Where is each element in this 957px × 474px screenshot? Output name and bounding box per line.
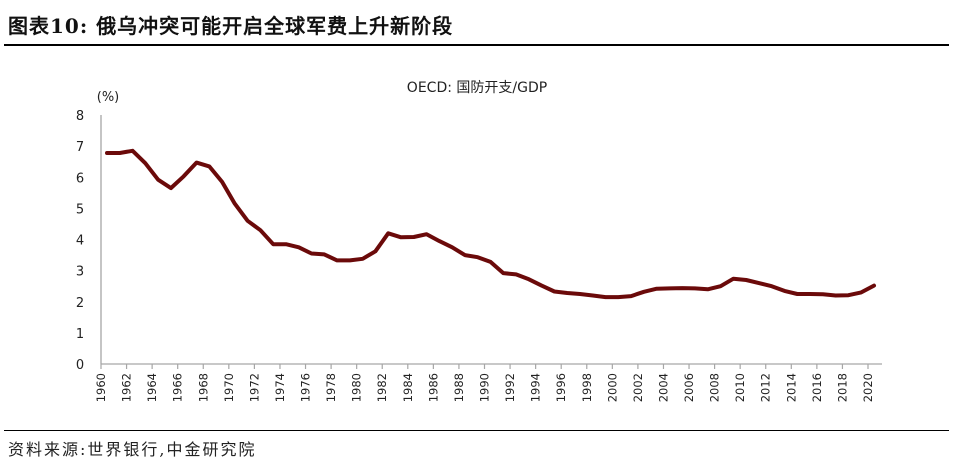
- x-tick-label: 2014: [784, 373, 798, 402]
- x-tick-label: 1976: [299, 373, 313, 402]
- y-tick-label: 7: [76, 140, 84, 155]
- y-tick-label: 8: [76, 109, 84, 124]
- x-tick-label: 1962: [120, 373, 134, 402]
- y-tick-label: 2: [76, 296, 84, 311]
- x-tick-label: 1990: [478, 373, 492, 402]
- x-tick-label: 1968: [196, 373, 210, 402]
- x-tick-label: 1972: [247, 373, 261, 402]
- x-tick-label: 1992: [503, 373, 517, 402]
- x-tick-label: 2008: [708, 373, 722, 402]
- y-axis: 0 1 2 3 4 5 6 7 8: [76, 109, 102, 373]
- series-line-oecd-defense-spending: [105, 148, 876, 300]
- x-tick-label: 2018: [835, 373, 849, 402]
- x-tick-label: 2004: [656, 373, 670, 402]
- figure-title-prefix: 图表10:: [8, 14, 89, 38]
- x-tick-label: 1964: [145, 373, 159, 402]
- source-divider: [4, 430, 949, 431]
- y-tick-label: 3: [76, 265, 84, 280]
- x-tick-label: 1998: [580, 373, 594, 402]
- x-tick-label: 2012: [759, 373, 773, 402]
- x-tick-label: 1974: [273, 373, 287, 402]
- x-tick-label: 1980: [350, 373, 364, 402]
- y-tick-label: 5: [76, 202, 84, 217]
- y-tick-label: 4: [76, 234, 84, 249]
- chart-title: OECD: 国防开支/GDP: [407, 80, 547, 96]
- figure-title: 图表10: 俄乌冲突可能开启全球军费上升新阶段: [8, 10, 453, 39]
- x-tick-label: 1988: [452, 373, 466, 402]
- title-divider: [4, 44, 949, 46]
- figure-title-text: 俄乌冲突可能开启全球军费上升新阶段: [96, 14, 454, 38]
- x-tick-label: 1994: [529, 373, 543, 402]
- x-tick-label: 1996: [554, 373, 568, 402]
- x-tick-label: 1970: [222, 373, 236, 402]
- x-tick-label: 2006: [682, 373, 696, 402]
- x-tick-label: 1966: [171, 373, 185, 402]
- x-tick-label: 1982: [375, 373, 389, 402]
- y-tick-label: 0: [76, 358, 84, 373]
- x-tick-label: 1986: [426, 373, 440, 402]
- x-tick-label: 1984: [401, 373, 415, 402]
- x-tick-label: 2010: [733, 373, 747, 402]
- x-axis: 1960 1962 1964 1966 1968 1970 1972 1974 1976 1978…: [94, 363, 882, 402]
- x-tick-label: 2016: [810, 373, 824, 402]
- x-tick-label: 1978: [324, 373, 338, 402]
- y-tick-label: 6: [76, 171, 84, 186]
- x-tick-label: 2000: [605, 373, 619, 402]
- y-tick-label: 1: [76, 327, 84, 342]
- x-tick-label: 2020: [861, 373, 875, 402]
- x-tick-label: 1960: [94, 373, 108, 402]
- series-group: [105, 148, 876, 300]
- source-note: 资料来源:世界银行,中金研究院: [8, 440, 257, 459]
- y-axis-unit-label: (%): [97, 90, 120, 105]
- x-tick-label: 2002: [631, 373, 645, 402]
